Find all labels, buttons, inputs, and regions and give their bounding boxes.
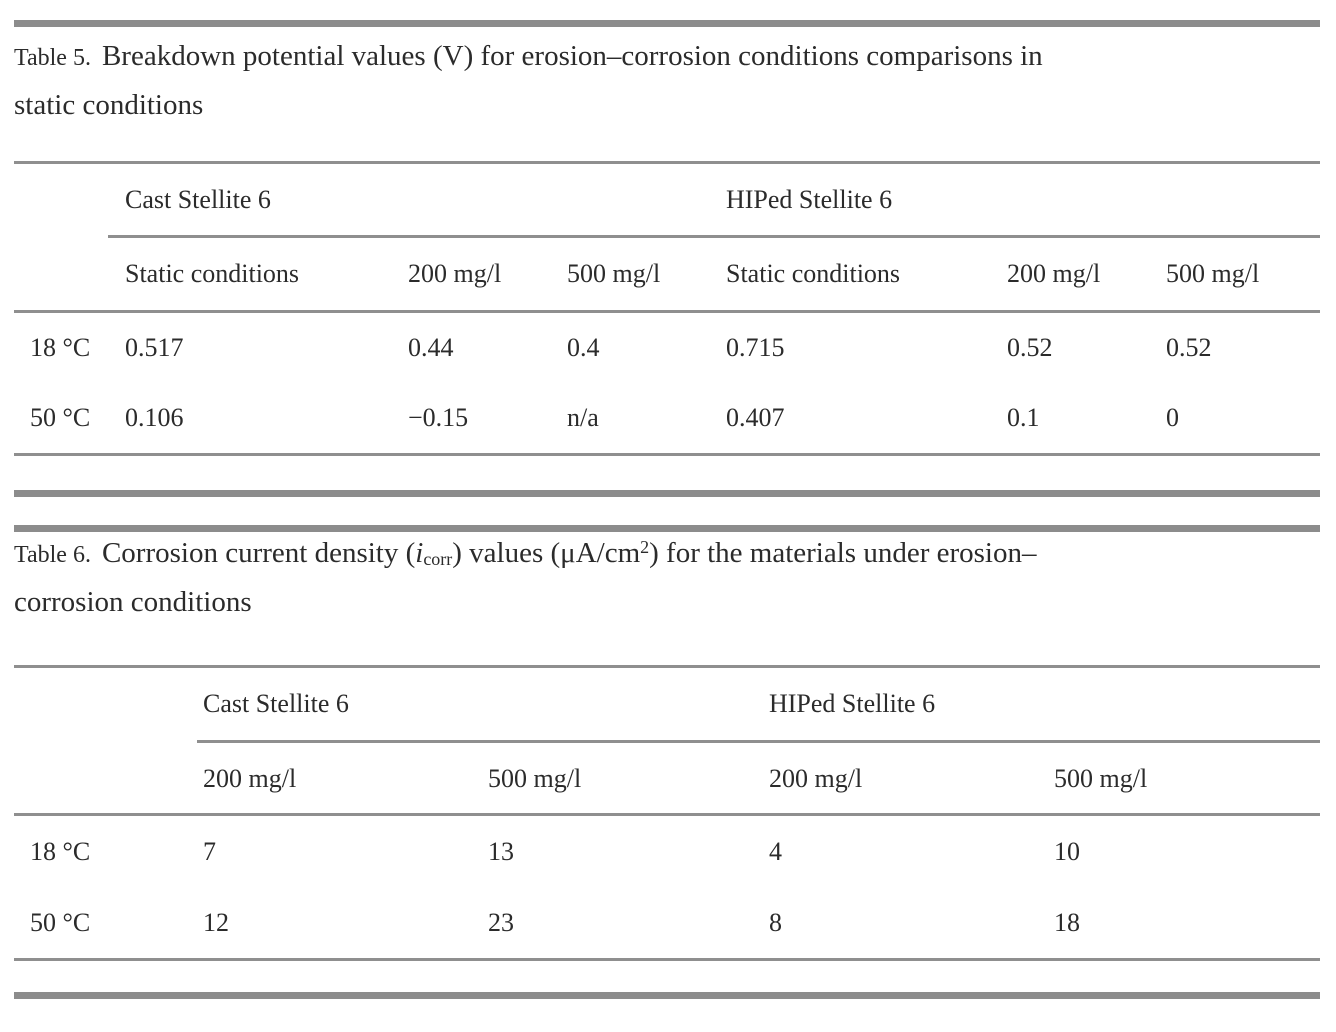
table5-caption-text: Breakdown potential values (V) for erosi… — [101, 40, 1043, 72]
table6-column-header: 500 mg/l — [1054, 763, 1148, 793]
table5-row-label: 50 °C — [30, 403, 91, 432]
table6-column-header-row: 200 mg/l 500 mg/l 200 mg/l 500 mg/l — [14, 744, 1320, 813]
table5-body-top-rule — [14, 310, 1320, 313]
table5-column-header: 500 mg/l — [567, 259, 661, 288]
table5-top-heavy-rule — [14, 20, 1320, 27]
table6-row-50c: 50 °C 12 23 8 18 — [14, 888, 1320, 958]
table6-column-header: 200 mg/l — [203, 763, 297, 793]
table5-cell: n/a — [567, 403, 599, 432]
table5-cell: 0.52 — [1007, 333, 1053, 362]
table6-caption-middle: ) values (μA/cm — [452, 537, 641, 569]
table6-spanner-rule — [197, 740, 1320, 743]
table6-group-header-spacer — [14, 668, 197, 740]
table5-group-header-row: Cast Stellite 6 HIPed Stellite 6 — [14, 164, 1320, 235]
table5-column-header: Static conditions — [726, 259, 901, 288]
table5-group-header-spacer — [14, 164, 108, 235]
table6-caption: Table 6. Corrosion current density (icorr… — [14, 530, 1330, 626]
table5-group-header-cast: Cast Stellite 6 — [125, 184, 271, 214]
table5-column-header: Static conditions — [125, 259, 300, 288]
table5-caption-line1: Table 5. Breakdown potential values (V) f… — [14, 33, 1330, 82]
table5-cell: 0.106 — [125, 403, 184, 432]
table6-row-label: 50 °C — [30, 908, 91, 937]
table6-bottom-heavy-rule — [14, 992, 1320, 999]
icorr-subscript: corr — [423, 549, 453, 570]
table6-cell: 12 — [203, 908, 229, 937]
table5-bottom-rule — [14, 453, 1320, 456]
table5-column-header: 500 mg/l — [1166, 259, 1260, 288]
table6-body-top-rule — [14, 813, 1320, 816]
table6-cell: 13 — [488, 837, 514, 866]
table5-bottom-heavy-rule — [14, 490, 1320, 497]
table5-cell: 0.407 — [726, 403, 785, 432]
table6-caption-label: Table 6. — [14, 542, 91, 568]
table5-row-label: 18 °C — [30, 333, 91, 362]
table6-bottom-rule — [14, 958, 1320, 961]
table6-group-header-hiped: HIPed Stellite 6 — [769, 689, 936, 718]
table6-group-header-row: Cast Stellite 6 HIPed Stellite 6 — [14, 668, 1320, 740]
table6-cell: 10 — [1054, 837, 1080, 866]
table6-top-heavy-rule — [14, 525, 1320, 532]
table5-column-header: 200 mg/l — [1007, 259, 1101, 288]
table6-cell: 7 — [203, 837, 216, 866]
table6-column-header: 200 mg/l — [769, 763, 863, 793]
table5-cell: 0.4 — [567, 333, 600, 362]
table5-head-top-rule — [14, 161, 1320, 164]
table5-cell: 0 — [1166, 403, 1179, 432]
table5-cell: 0.715 — [726, 333, 785, 362]
table6-group-header-cast: Cast Stellite 6 — [203, 689, 349, 718]
table5-cell: −0.15 — [408, 403, 469, 432]
table5-cell: 0.44 — [408, 333, 454, 362]
table6-column-header: 500 mg/l — [488, 763, 582, 793]
table5-caption: Table 5. Breakdown potential values (V) f… — [14, 33, 1330, 129]
table5-spanner-rule — [108, 235, 1320, 238]
table6-cell: 4 — [769, 837, 782, 866]
table6-head-top-rule — [14, 665, 1320, 668]
table5-column-header-row: Static conditions 200 mg/l 500 mg/l Stat… — [14, 238, 1320, 310]
table6-column-header-spacer — [14, 744, 197, 813]
table6-caption-suffix: ) for the materials under erosion– — [649, 537, 1037, 569]
table5-column-header: 200 mg/l — [408, 259, 502, 288]
table6-row-18c: 18 °C 7 13 4 10 — [14, 816, 1320, 888]
table5-cell: 0.1 — [1007, 403, 1040, 432]
table6-caption-prefix: Corrosion current density ( — [101, 537, 416, 569]
table5-column-header-spacer — [14, 238, 108, 310]
icorr-variable: i — [415, 537, 424, 569]
table6-cell: 18 — [1054, 908, 1080, 937]
table6-cell: 8 — [769, 908, 782, 937]
table6-row-label: 18 °C — [30, 837, 91, 866]
table5-cell: 0.517 — [125, 333, 184, 362]
table5-row-50c: 50 °C 0.106 −0.15 n/a 0.407 0.1 0 — [14, 383, 1320, 453]
table6-caption-line1: Table 6. Corrosion current density (icorr… — [14, 530, 1330, 579]
table6-caption-line2: corrosion conditions — [14, 586, 252, 618]
table6-cell: 23 — [488, 908, 514, 937]
cm-exponent: 2 — [640, 537, 650, 558]
table5-group-header-hiped: HIPed Stellite 6 — [726, 184, 893, 214]
table5-caption-line2: static conditions — [14, 89, 204, 121]
table5-cell: 0.52 — [1166, 333, 1212, 362]
table5-caption-label: Table 5. — [14, 45, 91, 71]
table5-row-18c: 18 °C 0.517 0.44 0.4 0.715 0.52 0.52 — [14, 313, 1320, 383]
